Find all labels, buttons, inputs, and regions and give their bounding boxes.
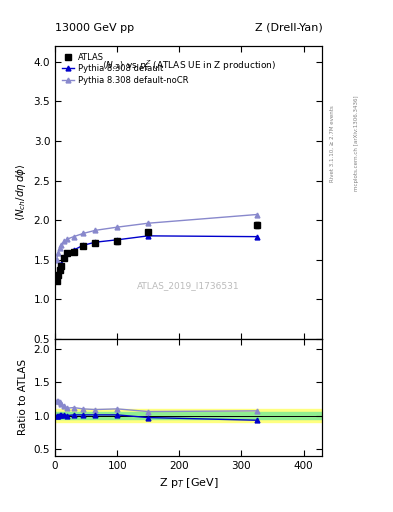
Y-axis label: Ratio to ATLAS: Ratio to ATLAS <box>18 359 28 435</box>
X-axis label: Z p$_T$ [GeV]: Z p$_T$ [GeV] <box>159 476 219 490</box>
Bar <box>55 412 322 419</box>
Text: $\langle N_{ch}\rangle$ vs $p_{T}^{Z}$ (ATLAS UE in Z production): $\langle N_{ch}\rangle$ vs $p_{T}^{Z}$ (… <box>101 58 276 73</box>
Y-axis label: $\langle N_{ch}/d\eta\, d\phi\rangle$: $\langle N_{ch}/d\eta\, d\phi\rangle$ <box>14 163 28 221</box>
Bar <box>55 409 322 422</box>
Text: ATLAS_2019_I1736531: ATLAS_2019_I1736531 <box>137 282 240 290</box>
Text: Z (Drell-Yan): Z (Drell-Yan) <box>255 23 322 33</box>
Text: mcplots.cern.ch [arXiv:1306.3436]: mcplots.cern.ch [arXiv:1306.3436] <box>354 96 359 191</box>
Legend: ATLAS, Pythia 8.308 default, Pythia 8.308 default-noCR: ATLAS, Pythia 8.308 default, Pythia 8.30… <box>59 50 191 87</box>
Text: 13000 GeV pp: 13000 GeV pp <box>55 23 134 33</box>
Text: Rivet 3.1.10, ≥ 2.7M events: Rivet 3.1.10, ≥ 2.7M events <box>330 105 335 182</box>
